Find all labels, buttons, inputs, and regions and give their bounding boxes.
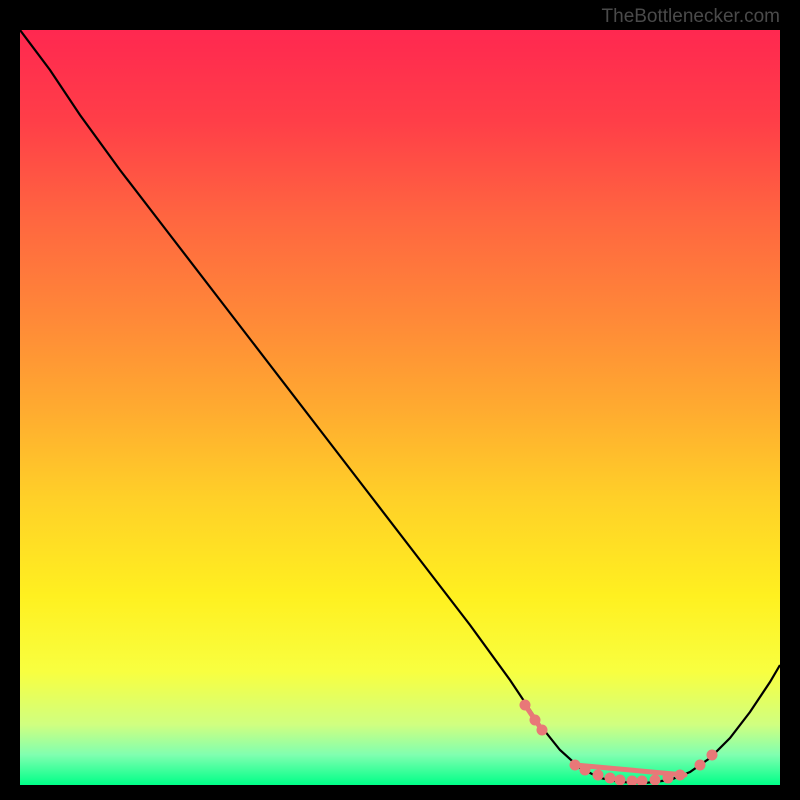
watermark-text: TheBottlenecker.com <box>602 6 780 28</box>
chart-markers <box>20 30 780 785</box>
chart-container <box>20 30 780 785</box>
